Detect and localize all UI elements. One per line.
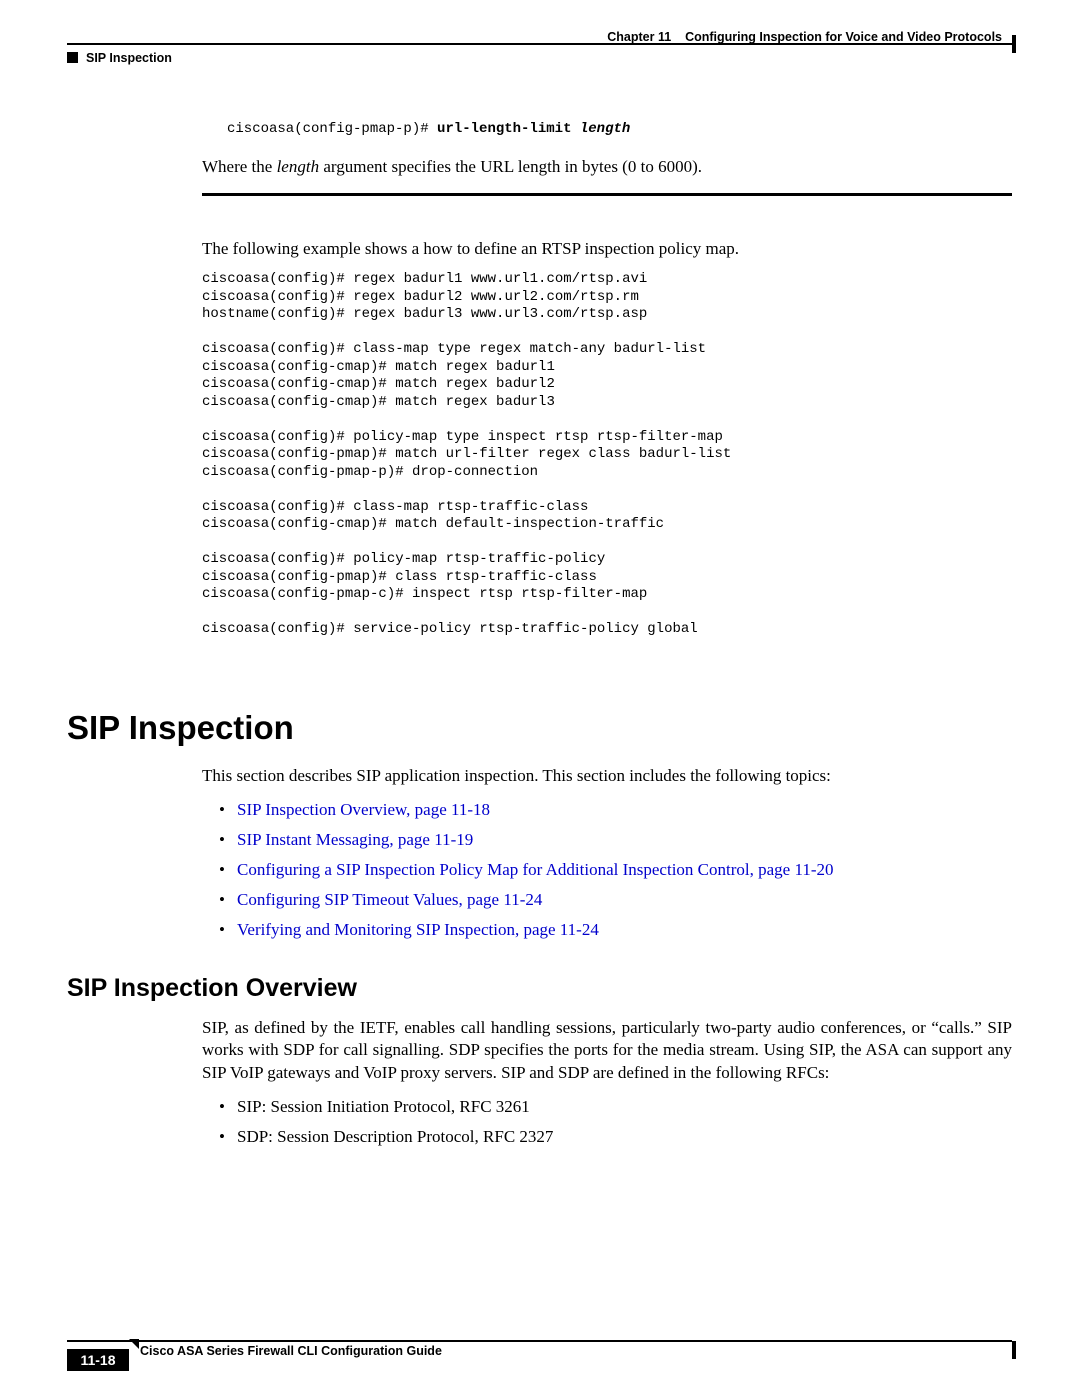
where-text: Where the length argument specifies the … [202, 156, 1012, 179]
header-chapter: Chapter 11 Configuring Inspection for Vo… [607, 30, 1002, 44]
section-body: This section describes SIP application i… [202, 765, 1012, 788]
topic-links: SIP Inspection Overview, page 11-18 SIP … [237, 800, 1012, 940]
header-section-label: SIP Inspection [86, 51, 172, 65]
section-rule [202, 193, 1012, 196]
topic-link[interactable]: SIP Instant Messaging, page 11-19 [237, 830, 1012, 850]
rfc-list: SIP: Session Initiation Protocol, RFC 32… [237, 1097, 1012, 1147]
footer-rule [67, 1340, 1012, 1342]
cmd-keyword: url-length-limit [437, 121, 580, 137]
footer-corner-icon [129, 1339, 139, 1349]
cmd-arg: length [580, 121, 630, 137]
where-pre: Where the [202, 157, 277, 176]
header-left-box [67, 52, 78, 63]
code-block: ciscoasa(config)# regex badurl1 www.url1… [202, 271, 1012, 639]
subsection-heading: SIP Inspection Overview [67, 974, 1012, 1003]
header-rule [67, 43, 1012, 45]
topic-link[interactable]: SIP Inspection Overview, page 11-18 [237, 800, 1012, 820]
header-right-mark [1012, 35, 1016, 53]
command-example: ciscoasa(config-pmap-p)# url-length-limi… [227, 120, 1012, 138]
footer-guide-title: Cisco ASA Series Firewall CLI Configurat… [140, 1344, 442, 1358]
cmd-prompt: ciscoasa(config-pmap-p)# [227, 121, 437, 137]
section-heading: SIP Inspection [67, 709, 1012, 747]
topic-link[interactable]: Configuring SIP Timeout Values, page 11-… [237, 890, 1012, 910]
topic-link[interactable]: Verifying and Monitoring SIP Inspection,… [237, 920, 1012, 940]
overview-body: SIP, as defined by the IETF, enables cal… [202, 1017, 1012, 1086]
page-content: ciscoasa(config-pmap-p)# url-length-limi… [67, 120, 1012, 1157]
page-number: 11-18 [67, 1349, 129, 1371]
example-intro: The following example shows a how to def… [202, 238, 1012, 261]
rfc-item: SIP: Session Initiation Protocol, RFC 32… [237, 1097, 1012, 1117]
where-post: argument specifies the URL length in byt… [319, 157, 702, 176]
footer-right-mark [1012, 1341, 1016, 1359]
topic-link[interactable]: Configuring a SIP Inspection Policy Map … [237, 860, 1012, 880]
where-italic: length [277, 157, 320, 176]
rfc-item: SDP: Session Description Protocol, RFC 2… [237, 1127, 1012, 1147]
